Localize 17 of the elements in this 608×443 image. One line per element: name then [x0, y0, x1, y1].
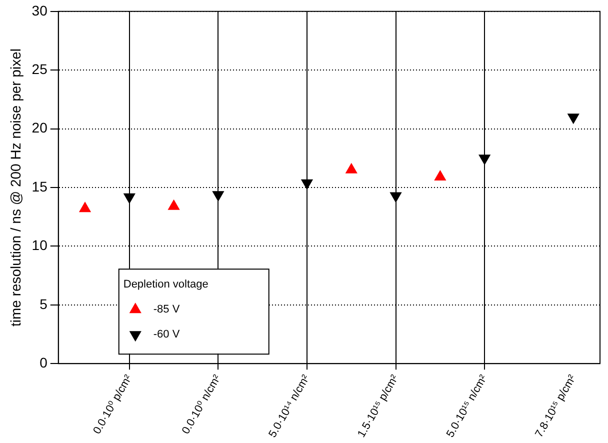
y-axis-title: time resolution / ns @ 200 Hz noise per pixel: [7, 48, 24, 327]
legend-label: -60 V: [153, 328, 180, 341]
y-tick-label: 25: [32, 60, 48, 77]
y-tick-label: 30: [32, 2, 48, 18]
point: [568, 114, 580, 124]
point: [390, 192, 402, 202]
y-tick-label: 15: [32, 178, 48, 194]
point: [478, 154, 490, 165]
y-tick-label: 20: [32, 120, 48, 136]
point: [212, 191, 224, 202]
y-tick-label: 0: [40, 354, 48, 371]
legend-title: Depletion voltage: [123, 278, 208, 291]
y-tick-label: 10: [32, 237, 48, 254]
legend-label: -85 V: [153, 304, 180, 316]
y-tick-label: 5: [40, 296, 48, 312]
point: [124, 193, 136, 204]
point: [301, 179, 313, 190]
